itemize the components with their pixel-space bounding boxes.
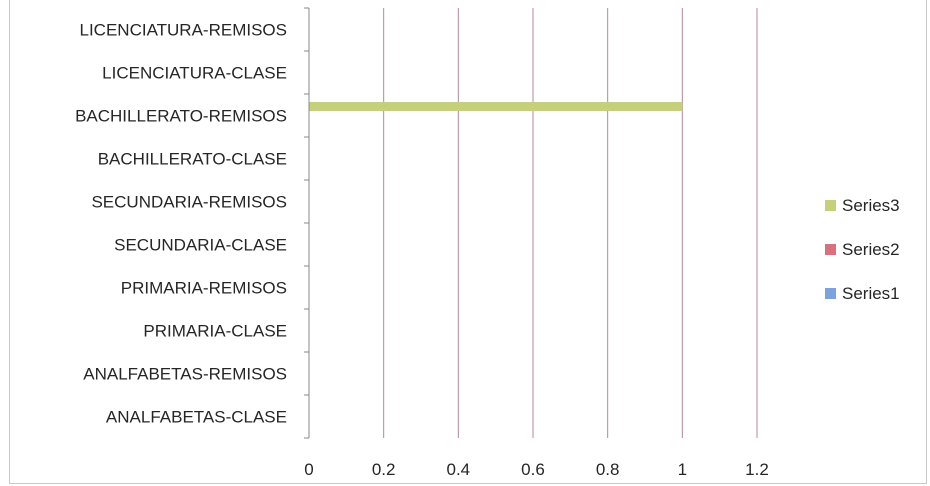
- category-label: ANALFABETAS-REMISOS: [83, 365, 287, 384]
- bar-series3: [309, 102, 683, 111]
- x-tick-label: 0.6: [521, 460, 545, 479]
- x-tick-labels: 0 0.2 0.4 0.6 0.8 1 1.2: [304, 460, 769, 479]
- category-label: PRIMARIA-REMISOS: [121, 279, 287, 298]
- bars: [309, 102, 683, 111]
- category-label: BACHILLERATO-REMISOS: [75, 107, 287, 126]
- legend: Series3 Series2 Series1: [825, 196, 900, 303]
- legend-label: Series3: [842, 196, 900, 215]
- category-label: SECUNDARIA-CLASE: [114, 236, 287, 255]
- category-label: LICENCIATURA-REMISOS: [80, 21, 288, 40]
- legend-label: Series2: [842, 240, 900, 259]
- x-tick-label: 0.8: [596, 460, 620, 479]
- category-label: BACHILLERATO-CLASE: [98, 150, 287, 169]
- category-labels: ANALFABETAS-CLASE ANALFABETAS-REMISOS PRIM…: [75, 21, 287, 427]
- category-label: PRIMARIA-CLASE: [143, 322, 287, 341]
- y-axis: [304, 7, 310, 439]
- legend-swatch: [825, 288, 836, 299]
- category-label: LICENCIATURA-CLASE: [102, 64, 287, 83]
- gridlines: [383, 8, 758, 438]
- legend-label: Series1: [842, 284, 900, 303]
- category-label: SECUNDARIA-REMISOS: [91, 193, 287, 212]
- x-tick-label: 0: [304, 460, 313, 479]
- x-tick-label: 1: [678, 460, 687, 479]
- legend-swatch: [825, 244, 836, 255]
- x-tick-label: 0.4: [447, 460, 471, 479]
- legend-swatch: [825, 200, 836, 211]
- category-label: ANALFABETAS-CLASE: [106, 408, 287, 427]
- x-tick-label: 0.2: [372, 460, 396, 479]
- chart-frame: [9, 0, 927, 484]
- x-tick-label: 1.2: [745, 460, 769, 479]
